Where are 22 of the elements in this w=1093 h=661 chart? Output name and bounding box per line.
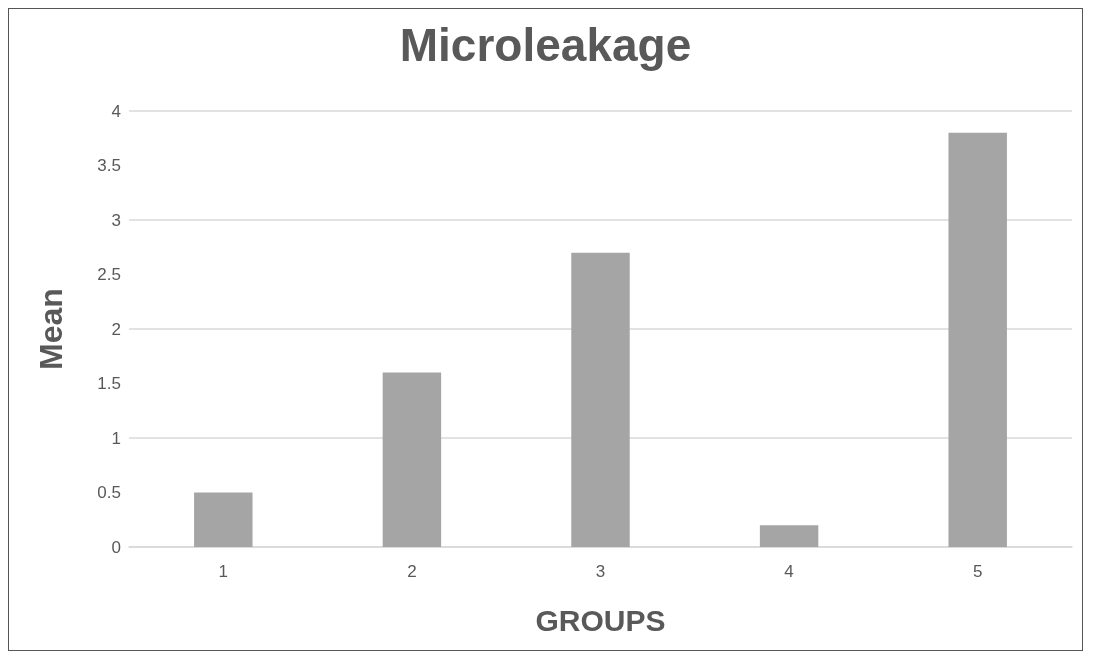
y-tick-label: 2 [111,319,121,339]
y-tick-label: 2.5 [97,265,121,284]
y-tick-label: 1.5 [97,374,121,393]
x-tick-label: 3 [595,562,606,581]
x-tick-label: 1 [218,562,229,581]
y-tick-label: 3.5 [97,156,121,175]
y-tick-label: 1 [111,428,121,448]
bar [759,525,819,547]
bar [948,132,1007,547]
y-axis-title: Mean [33,288,69,370]
bar [194,492,253,547]
bar [571,252,630,547]
x-tick-label: 4 [784,562,794,581]
chart-title: Microleakage [399,19,692,71]
y-tick-label: 3 [111,210,121,230]
bar [382,372,442,547]
x-tick-label: 2 [407,562,417,581]
x-tick-label: 5 [972,562,983,581]
x-axis-title: GROUPS [535,603,666,637]
y-tick-label: 0.5 [97,483,121,502]
y-tick-label: 4 [111,101,121,121]
y-tick-label: 0 [111,537,121,557]
